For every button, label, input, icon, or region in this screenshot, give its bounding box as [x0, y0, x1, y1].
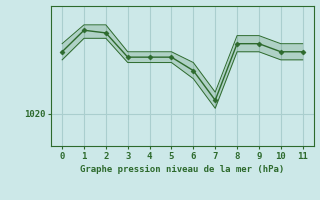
- X-axis label: Graphe pression niveau de la mer (hPa): Graphe pression niveau de la mer (hPa): [80, 165, 284, 174]
